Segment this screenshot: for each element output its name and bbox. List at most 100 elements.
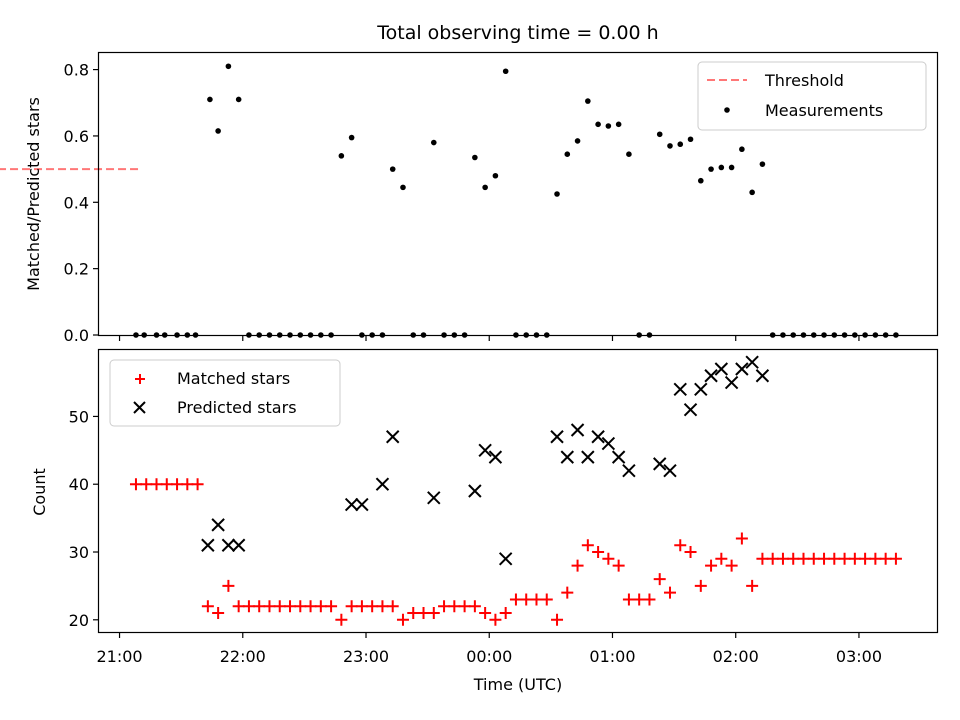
count-y-tick-label: 50 [69,407,89,426]
predicted-star-marker [498,552,513,566]
legend-threshold-label: Threshold [764,71,844,90]
matched-star-marker [160,478,173,491]
measurement-point [759,161,766,167]
count-y-tick-label: 20 [69,611,89,630]
predicted-star-marker [714,362,729,376]
matched-star-marker [859,552,872,565]
matched-star-marker [869,552,882,565]
matched-star-marker [499,607,512,620]
chart-title: Total observing time = 0.00 h [376,22,658,44]
measurement-point [739,146,745,153]
count-plot-frame [97,348,939,634]
predicted-star-marker [231,538,246,552]
ratio-legend-box [697,61,927,131]
matched-star-marker [232,600,245,613]
predicted-star-marker [427,491,441,505]
matched-star-marker [304,600,317,613]
legend-measurements-label: Measurements [765,101,883,120]
measurement-point [492,172,499,179]
measurement-point [564,151,571,157]
measurement-point [554,191,560,197]
ratio-y-axis: 0.0 0.2 0.4 0.6 0.8 [64,61,99,345]
legend-measurements-swatch [724,107,730,113]
matched-star-marker [417,607,430,620]
matched-star-marker [797,552,810,565]
predicted-star-marker [211,518,225,532]
matched-star-marker [807,552,820,565]
matched-star-marker [181,478,194,491]
count-y-axis-label: Count [30,468,49,516]
matched-star-marker [643,593,656,606]
predicted-star-marker [683,402,698,417]
count-x-tick-label: 22:00 [220,647,266,666]
matched-star-marker [561,586,574,599]
predicted-star-marker [694,382,708,397]
matched-star-marker [438,600,451,613]
matched-star-marker [253,600,266,613]
ratio-y-tick-label: 0.0 [64,326,89,345]
matched-star-marker [355,600,368,613]
matched-star-marker [530,593,543,606]
matched-star-marker [622,593,635,606]
predicted-star-marker [755,369,770,383]
predicted-star-marker [570,423,585,437]
predicted-star-marker [663,463,677,478]
matched-star-marker [828,552,841,565]
predicted-star-marker [724,375,739,390]
ratio-y-tick-label: 0.8 [64,61,89,80]
matched-star-marker [407,607,420,620]
matched-star-marker [766,552,779,565]
matched-star-marker [592,546,605,559]
matched-star-marker [489,613,502,626]
x-axis-label: Time (UTC) [473,675,562,694]
matched-star-marker [612,559,625,572]
ratio-y-axis-label: Matched/Predicted stars [24,97,43,291]
matched-star-marker [376,600,389,613]
measurement-point [626,151,632,157]
predicted-star-marker [355,497,369,512]
matched-star-marker [458,600,471,613]
matched-star-marker [735,532,748,545]
measurement-point [667,143,673,149]
matched-star-marker [171,478,184,491]
matched-star-marker [746,579,759,592]
measurement-point [615,121,622,128]
matched-star-marker [756,552,769,565]
measurement-point [389,166,396,172]
predicted-star-marker [488,450,503,464]
matched-star-marker [201,600,214,613]
predicted-star-marker [468,484,482,498]
matched-star-markers [129,478,902,626]
matched-star-marker [694,579,707,592]
measurement-point [338,153,345,159]
measurement-point [225,63,232,70]
predicted-star-marker [386,430,400,444]
predicted-star-marker [653,457,667,471]
count-x-tick-label: 00:00 [466,647,512,666]
matched-star-marker [633,593,646,606]
predicted-star-marker [735,362,749,376]
matched-star-marker [571,559,584,572]
matched-star-marker [191,478,204,491]
legend-predicted-swatch [133,401,146,414]
matched-star-marker [879,552,892,565]
ratio-panel: Total observing time = 0.00 h 0.00.20.40… [0,22,939,345]
predicted-star-marker [581,450,595,464]
measurement-point [585,98,591,104]
matched-star-marker [335,613,348,626]
ratio-y-tick-label: 0.4 [64,193,89,212]
matched-star-marker [314,600,327,613]
matched-star-marker [140,478,153,491]
matched-star-marker [325,600,338,613]
measurement-point [430,139,437,146]
count-x-tick-label: 03:00 [836,647,882,666]
matched-star-marker [386,600,399,613]
matched-star-marker [396,613,409,626]
matched-star-marker [366,600,379,613]
predicted-star-marker [201,538,215,552]
measurement-point [595,121,601,128]
measurement-point [728,164,735,171]
matched-star-marker [581,539,594,552]
matched-star-marker [345,600,358,613]
matched-star-marker [212,607,225,620]
